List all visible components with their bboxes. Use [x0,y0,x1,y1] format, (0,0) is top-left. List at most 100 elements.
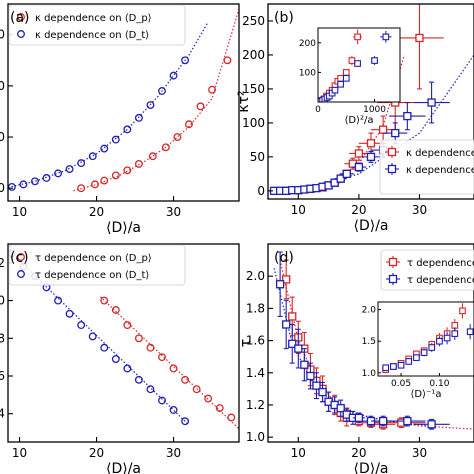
data-point [427,420,436,429]
legend-box [8,244,186,286]
data-point [77,159,86,168]
inset-plot-area [318,29,392,102]
series-2 [275,251,450,430]
data-point [382,364,390,372]
data-point [77,321,86,330]
data-point [196,102,205,111]
y-tick-label: 40 [0,79,5,93]
legend-marker [17,30,25,38]
y-tick-label: 04 [0,407,5,421]
legend-box [380,249,474,291]
data-point [459,307,466,315]
series-2 [8,56,190,191]
x-tick-label: 10 [291,446,306,460]
inset-x-axis-label: ⟨D⟩⁻¹a [411,389,442,400]
data-point [300,360,309,369]
data-point [158,396,166,405]
y-tick-label: 1.2 [246,398,265,412]
inset-x-tick-label: 0.05 [391,379,411,389]
inset-x-axis-label: ⟨D⟩²/a [344,115,373,126]
data-point [111,355,120,363]
panel-label: (b) [274,10,294,26]
data-point [88,152,97,161]
data-point [19,180,28,189]
data-point [181,375,190,384]
data-point [146,385,155,394]
data-point [403,111,412,121]
y-tick-label: 1.8 [246,301,265,315]
y-tick-label: 08 [0,331,5,345]
data-point [184,120,193,129]
data-point [294,344,303,353]
data-point [397,361,405,369]
x-tick-label: 20 [89,205,104,219]
data-point [378,416,388,426]
inset-y-tick-label: 1.0 [362,369,377,379]
data-point [123,125,132,134]
y-tick-label: 200 [242,48,265,62]
inset-x-tick-label: 1000 [363,105,386,115]
data-point [100,343,109,352]
y-tick-label: 250 [242,14,265,28]
data-point [208,85,216,94]
inset-x-tick-label: 0 [315,105,321,115]
data-point [65,309,74,318]
data-point [337,80,344,88]
inset-frame [377,301,474,377]
data-point [451,330,459,337]
data-point [146,343,155,352]
data-point [134,159,143,168]
plot-area [8,8,239,193]
data-point [42,174,51,182]
y-tick-label: 20 [0,130,5,144]
inset-y-tick-label: 2.0 [362,306,377,316]
data-point [288,339,297,348]
fit-line-2 [8,21,209,188]
data-point [169,71,178,80]
data-point [134,334,143,343]
axes-frame [7,243,240,443]
y-tick-label: 100 [242,116,265,130]
data-point [403,416,412,426]
data-point [88,332,97,341]
x-axis-label: ⟨D⟩/a [354,461,389,474]
data-point [146,101,155,110]
data-point [342,69,350,76]
data-point [123,166,132,175]
data-point [337,74,344,82]
data-point [77,184,86,193]
data-point [100,144,109,153]
fit-line-1 [99,296,239,430]
legend-box [379,139,474,195]
inset-y-tick-label: 100 [299,68,316,78]
x-axis-label: ⟨D⟩/a [106,220,141,236]
data-point [288,312,297,321]
axes-frame [7,3,240,202]
data-point [91,180,99,189]
panel-d: 10 20 30 1.0 1.2 1.4 1.6 1.8 2.0 ⟨D⟩/a τ τ dependen… [238,243,474,474]
data-point [123,364,132,373]
legend-label: τ dependence on ⟨D_p⟩ [407,258,474,269]
legend: κ dependence on ⟨D_p⟩ κ dependence on ⟨D_… [379,139,474,195]
data-point [378,125,388,134]
legend-box [8,4,186,46]
data-point [354,60,361,67]
inset-frame [317,27,401,103]
data-point [161,143,170,152]
data-point [427,98,436,107]
legend-label: κ dependence on ⟨D_p⟩ [406,148,474,159]
data-point [428,344,436,351]
data-point [223,56,232,65]
data-point [282,275,291,284]
data-point [405,358,413,365]
data-point [173,133,182,141]
x-tick-label: 20 [351,203,366,217]
legend-marker [17,270,25,278]
data-point [391,128,400,138]
data-point [111,171,120,180]
data-point [354,149,364,158]
data-point [54,296,62,305]
data-point [31,177,39,186]
data-point [181,417,190,426]
